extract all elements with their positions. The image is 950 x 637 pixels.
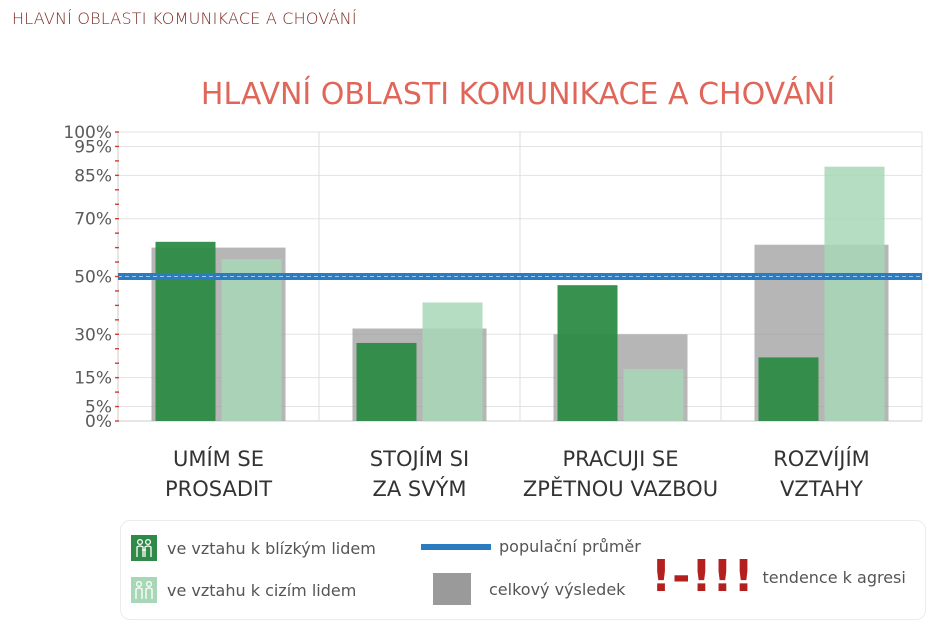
category-label: ZA SVÝM	[372, 476, 466, 501]
bar-close	[557, 285, 618, 421]
category-label: UMÍM SE	[173, 446, 264, 471]
population-line-swatch	[421, 543, 491, 550]
y-tick-label: 0%	[85, 412, 112, 432]
y-tick-label: 70%	[74, 210, 112, 230]
legend-item-close: ve vztahu k blízkým lidem	[131, 535, 376, 561]
category-label: PRACUJI SE	[562, 447, 678, 471]
category-label: ROZVÍJÍM	[773, 446, 870, 471]
legend-label-population: populační průměr	[499, 537, 641, 556]
legend-item-aggression: !-!!! tendence k agresi	[651, 555, 906, 599]
chart-title: HLAVNÍ OBLASTI KOMUNIKACE A CHOVÁNÍ	[201, 76, 835, 112]
bar-close	[155, 241, 216, 421]
bar-close	[356, 342, 417, 421]
bar-stranger	[623, 368, 684, 421]
y-tick-label: 100%	[63, 123, 112, 143]
category-label: VZTAHY	[780, 477, 863, 501]
y-tick-label: 30%	[74, 325, 112, 345]
bar-stranger	[422, 302, 483, 421]
bar-chart: HLAVNÍ OBLASTI KOMUNIKACE A CHOVÁNÍ 0%5%…	[63, 76, 923, 501]
y-tick-label: 15%	[74, 369, 112, 389]
legend-label-total: celkový výsledek	[489, 579, 626, 599]
legend-item-population: populační průměr	[421, 537, 641, 556]
legend-label-stranger: ve vztahu k cizím lidem	[167, 580, 357, 600]
aggression-marks: !-!!!	[651, 551, 755, 602]
legend: ve vztahu k blízkým lidem ve vztahu k ci…	[120, 520, 926, 620]
legend-label-close: ve vztahu k blízkým lidem	[167, 538, 376, 558]
y-tick-label: 5%	[85, 398, 112, 418]
y-tick-label: 50%	[74, 268, 112, 288]
people-stranger-icon	[131, 577, 157, 603]
y-tick-label: 85%	[74, 166, 112, 186]
category-label: PROSADIT	[165, 477, 272, 501]
category-label: STOJÍM SI	[370, 446, 469, 471]
total-swatch	[433, 573, 471, 605]
y-tick-label: 95%	[74, 137, 112, 157]
people-close-icon	[131, 535, 157, 561]
legend-item-stranger: ve vztahu k cizím lidem	[131, 577, 356, 603]
bar-close	[758, 357, 819, 421]
legend-label-aggression: tendence k agresi	[762, 567, 906, 587]
legend-item-total: celkový výsledek	[433, 573, 625, 605]
bar-stranger	[221, 259, 282, 421]
category-label: ZPĚTNOU VAZBOU	[523, 476, 718, 501]
page-header: HLAVNÍ OBLASTI KOMUNIKACE A CHOVÁNÍ	[12, 9, 357, 28]
bar-stranger	[824, 166, 885, 421]
